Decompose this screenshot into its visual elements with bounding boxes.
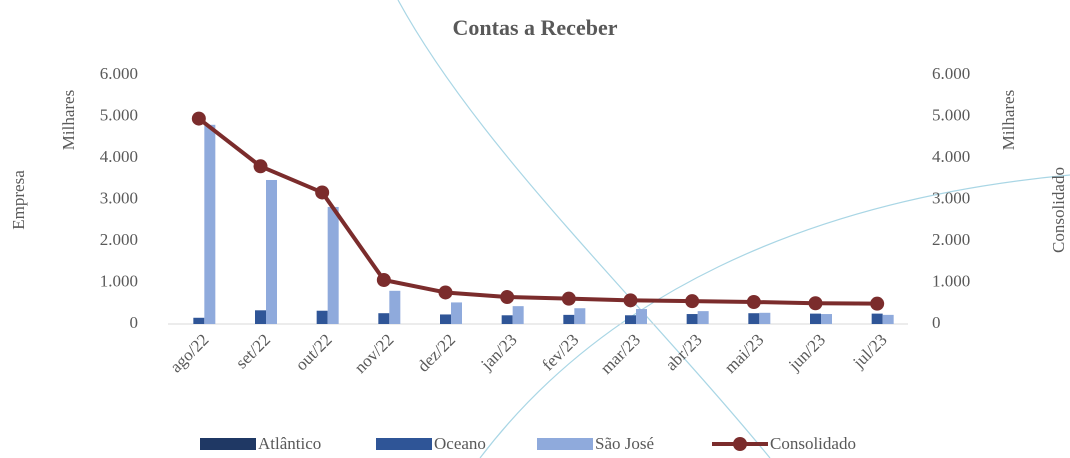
x-tick-label: jul/23 — [849, 330, 891, 372]
y-tick-label: 6.000 — [100, 64, 138, 83]
legend-swatch — [733, 437, 747, 451]
x-tick-label: jan/23 — [477, 330, 521, 374]
x-tick-label: mai/23 — [721, 330, 768, 377]
legend-label: Consolidado — [770, 434, 856, 453]
bar — [440, 314, 451, 324]
y2-tick-label: 5.000 — [932, 105, 970, 124]
y2-tick-label: 0 — [932, 313, 941, 332]
legend-label: Oceano — [434, 434, 486, 453]
y-units-label: Milhares — [59, 90, 78, 150]
bar — [389, 290, 401, 324]
bar — [378, 313, 390, 324]
marker — [561, 291, 576, 306]
x-tick-label: out/22 — [292, 330, 336, 374]
y2-units-label: Milhares — [999, 90, 1018, 150]
bar — [512, 306, 524, 324]
bar — [193, 317, 205, 324]
legend-swatch — [537, 438, 593, 450]
bar — [871, 313, 883, 324]
x-tick-label: dez/22 — [414, 330, 459, 375]
legend-label: Atlântico — [258, 434, 321, 453]
bar — [563, 314, 575, 324]
marker — [870, 296, 885, 311]
y2-tick-label: 2.000 — [932, 230, 970, 249]
chart-title: Contas a Receber — [453, 15, 618, 40]
bar — [810, 313, 821, 324]
y-tick-label: 3.000 — [100, 188, 138, 207]
x-tick-label: jun/23 — [784, 330, 829, 375]
x-tick-label: nov/22 — [351, 330, 398, 377]
bar — [625, 315, 636, 324]
marker — [623, 293, 638, 308]
y2-tick-label: 1.000 — [932, 271, 970, 290]
y2-tick-label: 4.000 — [932, 147, 970, 166]
y-tick-label: 4.000 — [100, 147, 138, 166]
marker — [500, 290, 515, 305]
bar — [636, 309, 647, 324]
bar — [759, 312, 771, 324]
bar — [686, 314, 698, 324]
marker — [376, 273, 391, 288]
bar — [316, 310, 328, 324]
bar — [821, 314, 832, 324]
legend-swatch — [376, 438, 432, 450]
decoration — [479, 174, 1070, 458]
y-axis-label: Empresa — [9, 170, 28, 230]
x-tick-label: fev/23 — [538, 330, 582, 374]
bar — [451, 302, 462, 324]
bar — [882, 314, 894, 324]
bar — [501, 315, 513, 324]
marker — [253, 159, 268, 174]
marker — [746, 295, 761, 310]
y-tick-label: 2.000 — [100, 230, 138, 249]
y-tick-label: 1.000 — [100, 271, 138, 290]
y-tick-label: 0 — [130, 313, 139, 332]
bar — [697, 311, 709, 324]
x-tick-label: set/22 — [232, 330, 274, 372]
x-tick-label: ago/22 — [166, 330, 212, 376]
marker — [191, 111, 206, 126]
x-tick-label: mar/23 — [597, 330, 644, 377]
marker — [685, 294, 700, 309]
legend-swatch — [200, 438, 256, 450]
y2-tick-label: 3.000 — [932, 188, 970, 207]
bar — [574, 308, 586, 324]
legend-label: São José — [595, 434, 654, 453]
y2-tick-label: 6.000 — [932, 64, 970, 83]
marker — [315, 185, 330, 200]
marker — [438, 285, 453, 300]
decoration — [397, 0, 771, 458]
bar — [748, 313, 760, 324]
x-tick-label: abr/23 — [662, 330, 706, 374]
marker — [808, 296, 823, 311]
y-tick-label: 5.000 — [100, 105, 138, 124]
y2-axis-label: Consolidado — [1049, 167, 1068, 253]
bar — [204, 124, 216, 324]
bar — [327, 206, 339, 324]
bar — [255, 310, 266, 324]
line — [197, 116, 878, 306]
bar — [266, 179, 277, 324]
